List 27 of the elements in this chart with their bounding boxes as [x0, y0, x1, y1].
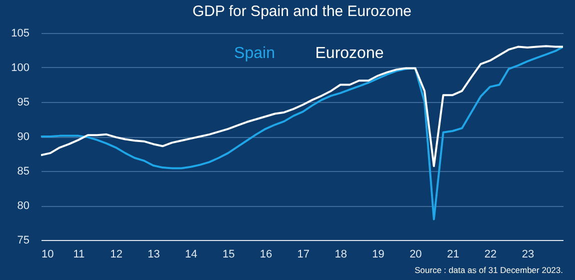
x-tick-label: 12	[110, 248, 122, 260]
x-tick-label: 14	[185, 248, 198, 260]
line-series	[41, 45, 563, 168]
line-series	[41, 46, 563, 220]
y-tick-label: 85	[17, 166, 30, 178]
x-tick-label: 10	[42, 248, 54, 260]
x-tick-label: 13	[148, 248, 160, 260]
x-tick-label: 17	[297, 248, 310, 260]
chart-title: GDP for Spain and the Eurozone	[192, 3, 412, 20]
x-tick-label: 15	[222, 248, 235, 260]
y-tick-label: 95	[17, 96, 30, 108]
x-tick-label: 19	[372, 248, 384, 260]
x-tick-label: 11	[73, 248, 85, 260]
y-tick-label: 75	[17, 234, 30, 246]
x-tick-label: 20	[410, 248, 422, 260]
y-tick-label: 90	[17, 131, 30, 143]
x-tick-label: 18	[334, 248, 347, 260]
source-note: Source : data as of 31 December 2023.	[414, 265, 563, 275]
series-label: Eurozone	[315, 45, 384, 62]
y-tick-label: 100	[11, 62, 30, 74]
x-tick-label: 16	[260, 248, 272, 260]
x-tick-label: 22	[484, 248, 497, 260]
y-tick-label: 105	[11, 28, 30, 40]
x-tick-label: 21	[446, 248, 460, 260]
y-tick-label: 80	[17, 200, 30, 212]
x-tick-label: 23	[522, 248, 534, 260]
text: Spain	[234, 45, 275, 62]
